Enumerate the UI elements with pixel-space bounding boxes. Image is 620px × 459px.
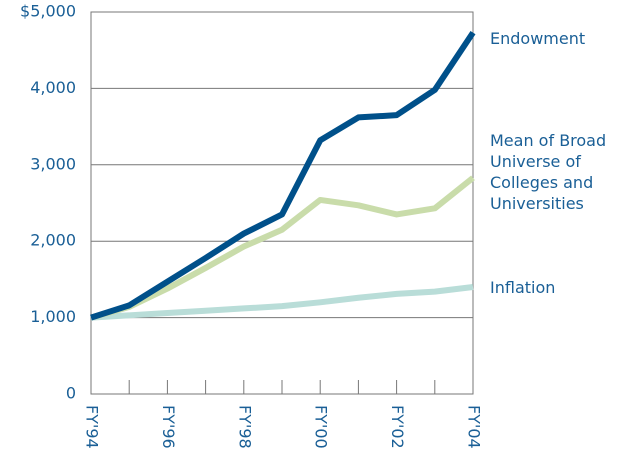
series-label: Mean of Broad Universe of Colleges and U…	[490, 131, 607, 213]
y-tick-label: 1,000	[30, 307, 76, 326]
y-tick-label: 0	[66, 384, 76, 403]
x-tick-label: FY'04	[465, 405, 484, 449]
x-tick-label: FY'94	[83, 405, 102, 449]
x-tick-label: FY'96	[159, 405, 178, 449]
y-tick-label: 2,000	[30, 231, 76, 250]
y-tick-label: $5,000	[20, 2, 76, 21]
x-tick-label: FY'02	[388, 405, 407, 449]
line-series	[90, 30, 476, 321]
line-series	[90, 284, 474, 321]
y-tick-label: 4,000	[30, 78, 76, 97]
line-series	[90, 175, 475, 321]
x-tick-label: FY'00	[312, 405, 331, 449]
plot-frame	[90, 11, 474, 395]
series-label: Endowment	[490, 29, 586, 48]
y-tick-label: 3,000	[30, 154, 76, 173]
series-label: Inflation	[490, 278, 556, 297]
x-tick-label: FY'98	[235, 405, 254, 449]
